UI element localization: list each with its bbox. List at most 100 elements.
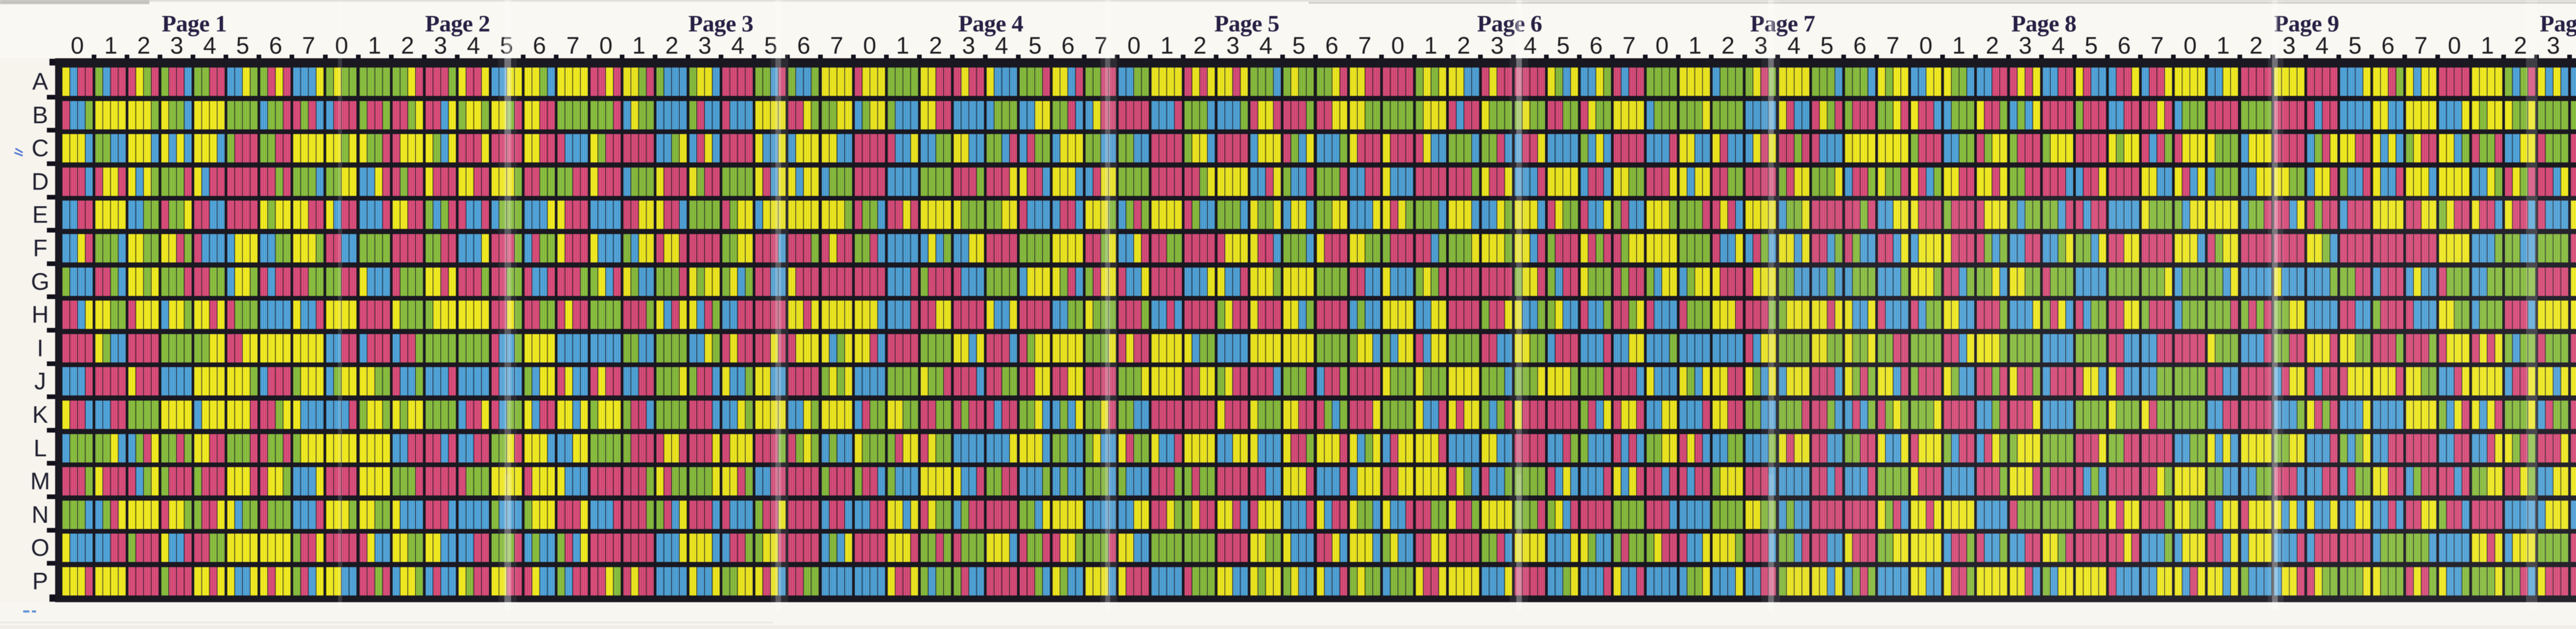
svg-text:F: F [33,235,47,261]
svg-text:Page 8: Page 8 [2011,10,2076,37]
svg-text:0: 0 [599,32,613,59]
svg-text:7: 7 [302,32,315,59]
svg-text:2: 2 [1986,32,1999,59]
svg-text:3: 3 [1226,32,1240,59]
svg-text:1: 1 [1424,32,1437,59]
svg-text:6: 6 [1325,32,1338,59]
svg-text:6: 6 [1061,32,1075,59]
svg-text:J: J [35,368,46,394]
svg-text:1: 1 [1688,32,1702,59]
svg-text:6: 6 [797,32,810,59]
svg-text:Page 10: Page 10 [2540,10,2576,37]
svg-text:7: 7 [1886,32,1900,59]
svg-text:Page 9: Page 9 [2274,10,2339,37]
svg-text:M: M [30,468,50,494]
svg-text:Page 5: Page 5 [1214,10,1279,37]
svg-text:Page 4: Page 4 [958,10,1024,37]
svg-text:4: 4 [1787,32,1801,59]
svg-text:7: 7 [566,32,580,59]
svg-text:2: 2 [1721,32,1735,59]
svg-text:4: 4 [995,32,1008,59]
svg-text:2: 2 [1457,32,1470,59]
svg-text:3: 3 [2282,32,2296,59]
svg-text:5: 5 [500,32,513,59]
svg-text:5: 5 [2084,32,2098,59]
svg-text:1: 1 [1952,32,1965,59]
svg-text:0: 0 [863,32,876,59]
svg-text:3: 3 [2547,32,2560,59]
svg-text:4: 4 [2052,32,2065,59]
svg-text:G: G [31,268,49,295]
svg-text:0: 0 [1391,32,1404,59]
svg-text:E: E [32,201,48,228]
svg-text:6: 6 [1853,32,1867,59]
svg-text:L: L [33,435,47,461]
svg-text:7: 7 [1358,32,1371,59]
svg-text:1: 1 [2216,32,2230,59]
svg-text:P: P [32,568,48,594]
svg-text:5: 5 [236,32,249,59]
svg-text:1: 1 [104,32,117,59]
svg-text:6: 6 [269,32,282,59]
svg-text:2: 2 [929,32,942,59]
svg-text:0: 0 [2183,32,2197,59]
svg-text:Page 2: Page 2 [425,10,490,37]
svg-text:0: 0 [1127,32,1141,59]
svg-text:2: 2 [401,32,414,59]
svg-text:0: 0 [2448,32,2461,59]
svg-text:Page 1: Page 1 [162,10,227,37]
svg-text:N: N [31,501,48,528]
svg-text:4: 4 [203,32,216,59]
svg-text:5: 5 [764,32,777,59]
svg-text:3: 3 [2019,32,2032,59]
svg-text:6: 6 [533,32,546,59]
svg-text:7: 7 [2414,32,2428,59]
svg-text:H: H [31,301,48,328]
svg-text:Page 7: Page 7 [1750,10,1815,37]
svg-text:3: 3 [1754,32,1768,59]
svg-text:D: D [31,168,48,195]
svg-text:4: 4 [2315,32,2329,59]
svg-text:2: 2 [137,32,150,59]
svg-text:2: 2 [1193,32,1207,59]
svg-text:6: 6 [1589,32,1603,59]
svg-text:C: C [31,135,48,161]
svg-text:5: 5 [2348,32,2362,59]
svg-text:4: 4 [731,32,744,59]
svg-text:Page 6: Page 6 [1477,10,1542,37]
svg-text:4: 4 [1523,32,1537,59]
svg-text:7: 7 [1094,32,1108,59]
svg-text:5: 5 [1292,32,1306,59]
svg-text:3: 3 [698,32,711,59]
svg-text:3: 3 [170,32,183,59]
svg-text:3: 3 [434,32,447,59]
svg-text:0: 0 [1919,32,1933,59]
svg-text:4: 4 [1259,32,1273,59]
svg-text:0: 0 [335,32,348,59]
svg-text:1: 1 [2481,32,2494,59]
svg-text:1: 1 [896,32,909,59]
svg-text:I: I [37,335,44,361]
svg-text:Page 3: Page 3 [688,10,753,37]
svg-text:2: 2 [2514,32,2527,59]
svg-text:5: 5 [1556,32,1570,59]
svg-text:7: 7 [2150,32,2164,59]
svg-text:7: 7 [1622,32,1636,59]
svg-text:1: 1 [368,32,381,59]
svg-text:6: 6 [2117,32,2131,59]
svg-text:B: B [32,102,48,128]
svg-text:0: 0 [71,32,84,59]
svg-text:7: 7 [830,32,843,59]
svg-text:O: O [31,534,49,561]
svg-text:0: 0 [1655,32,1669,59]
svg-text:6: 6 [2381,32,2395,59]
svg-text:K: K [32,401,48,428]
svg-text:5: 5 [1820,32,1834,59]
svg-text:3: 3 [962,32,975,59]
svg-text:2: 2 [2249,32,2263,59]
svg-text:4: 4 [467,32,480,59]
svg-text:3: 3 [1490,32,1504,59]
svg-text:5: 5 [1028,32,1042,59]
svg-text:1: 1 [1160,32,1174,59]
svg-text:1: 1 [632,32,646,59]
